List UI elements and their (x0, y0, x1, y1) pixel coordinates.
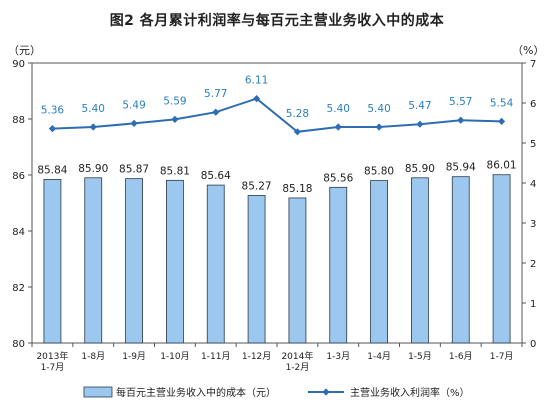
profit-rate-point (416, 120, 424, 128)
category-label: 1-5月 (408, 351, 432, 362)
profit-rate-label: 5.28 (286, 108, 309, 120)
cost-bar-label: 85.81 (160, 165, 190, 177)
cost-bar (43, 179, 62, 344)
cost-bar (206, 184, 225, 344)
right-axis-tick-label: 0 (530, 339, 536, 350)
profit-rate-point (171, 115, 179, 123)
cost-bar-label: 85.80 (364, 166, 394, 178)
legend-bar-label: 每百元主营业务收入中的成本（元） (116, 386, 276, 399)
profit-rate-point (252, 95, 261, 103)
profit-rate-point (293, 128, 302, 136)
right-axis-tick-label: 4 (530, 179, 536, 190)
profit-rate-label: 5.40 (327, 103, 350, 115)
category-label: 2013年 (36, 350, 68, 362)
category-label: 1-6月 (449, 351, 473, 362)
left-axis-tick-label: 80 (12, 339, 25, 350)
profit-rate-point (130, 119, 138, 127)
cost-bar-label: 85.56 (323, 172, 353, 184)
profit-rate-label: 5.40 (367, 103, 390, 115)
category-label: 1-2月 (286, 362, 310, 373)
left-axis-tick-label: 90 (12, 59, 25, 70)
cost-bar-label: 85.90 (405, 163, 435, 175)
profit-rate-label: 5.54 (490, 97, 514, 109)
right-axis-tick-label: 1 (530, 299, 536, 310)
cost-bar (329, 186, 348, 344)
left-axis-unit: （元） (8, 44, 41, 57)
cost-bar (492, 174, 511, 344)
left-axis-tick-label: 82 (12, 283, 25, 294)
profit-rate-point (457, 116, 465, 124)
chart-title: 图2 各月累计利润率与每百元主营业务收入中的成本 (109, 13, 445, 29)
right-axis-tick-label: 5 (530, 139, 536, 150)
profit-rate-label: 6.11 (245, 75, 268, 87)
cost-bar (166, 179, 184, 344)
profit-rate-point (497, 117, 506, 125)
profit-rate-line (52, 97, 502, 133)
category-label: 2014年 (281, 350, 313, 362)
category-label: 1-10月 (160, 351, 189, 362)
profit-rate-point (212, 108, 220, 116)
category-label: 1-4月 (367, 351, 391, 362)
cost-bar (288, 197, 307, 344)
legend-line-marker (322, 388, 330, 396)
profit-rate-point (334, 123, 342, 131)
right-axis-tick-label: 6 (530, 99, 536, 110)
profit-rate-label: 5.77 (204, 88, 227, 100)
right-axis-unit: （%） (512, 44, 545, 57)
legend-bar-swatch (83, 386, 113, 398)
cost-bar (370, 180, 388, 344)
profit-rate-label: 5.59 (163, 95, 186, 107)
profit-rate-label: 5.47 (408, 100, 431, 112)
profit-rate-label: 5.40 (82, 103, 105, 115)
cost-bar (411, 177, 429, 344)
right-axis-tick-label: 7 (530, 59, 536, 70)
category-label: 1-3月 (326, 351, 350, 362)
legend-line-label: 主营业务收入利润率（%） (350, 386, 470, 399)
cost-bar (247, 195, 266, 344)
cost-bar-label: 85.90 (78, 163, 108, 175)
cost-bar-label: 85.94 (446, 162, 476, 174)
right-axis-tick-label: 2 (530, 259, 536, 270)
left-axis-tick-label: 84 (12, 227, 25, 238)
cost-bar-label: 85.64 (201, 170, 231, 182)
category-label: 1-12月 (242, 351, 271, 362)
left-axis-tick-label: 88 (12, 115, 25, 126)
profit-rate-point (375, 123, 383, 131)
profit-rate-label: 5.49 (122, 99, 145, 111)
cost-bar-label: 85.27 (242, 180, 272, 192)
profit-rate-label: 5.36 (41, 105, 65, 117)
cost-bar (451, 176, 470, 344)
category-label: 1-7月 (41, 362, 65, 373)
profit-rate-label: 5.57 (449, 96, 472, 108)
cost-bar-label: 85.84 (37, 164, 67, 176)
cost-bar-label: 86.01 (487, 160, 517, 172)
cost-bar (84, 177, 103, 344)
category-label: 1-8月 (81, 351, 105, 362)
right-axis-tick-label: 3 (530, 219, 536, 230)
cost-bar-label: 85.18 (282, 183, 312, 195)
category-label: 1-11月 (201, 351, 230, 362)
category-label: 1-9月 (122, 351, 146, 362)
category-label: 1-7月 (490, 351, 514, 362)
profit-rate-point (48, 125, 57, 133)
left-axis-tick-label: 86 (12, 171, 25, 182)
profit-rate-point (89, 123, 97, 131)
cost-bar-label: 85.87 (119, 164, 149, 176)
cost-bar (125, 178, 143, 344)
